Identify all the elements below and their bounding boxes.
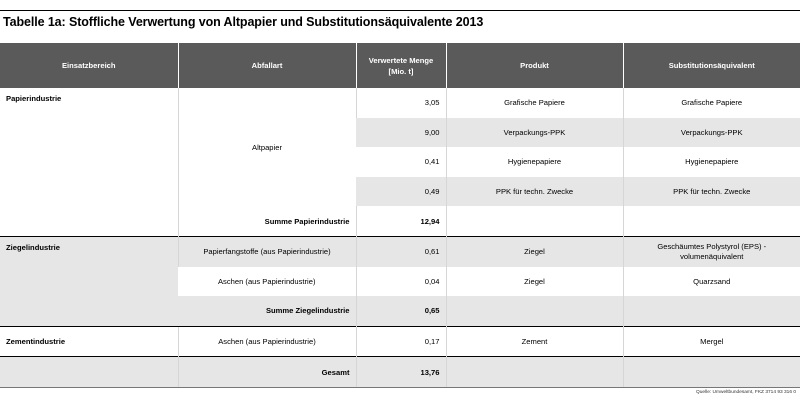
header-menge: Verwertete Menge [Mio. t] [355,43,446,88]
subst-cell: Hygienepapiere [622,147,800,177]
abfallart-cell: Aschen (aus Papierindustrie) [217,276,316,286]
empty-cell [622,206,800,237]
table-row: Aschen (aus Papierindustrie) 0,04 Ziegel… [0,266,800,297]
subst-cell: Quarzsand [622,266,800,297]
header-abfallart: Abfallart [177,43,356,88]
abfallart-cell: Aschen (aus Papierindustrie) [177,325,356,357]
header-substitution: Substitutionsäquivalent [622,43,800,88]
table-row: 0,49 PPK für techn. Zwecke PPK für techn… [0,176,800,207]
menge-cell: 0,04 [355,266,446,297]
abfallart-altpapier: Altpapier [177,88,356,207]
header-einsatzbereich: Einsatzbereich [0,43,178,88]
subst-line1: Geschäumtes Polystyrol (EPS) - [657,241,767,251]
abfallart-cell: Papierfangstoffe (aus Papierindustrie) [177,235,356,267]
menge-cell: 3,05 [355,88,446,118]
table-row: Zementindustrie Aschen (aus Papierindust… [0,325,800,357]
subst-cell: Grafische Papiere [622,88,800,118]
produkt-cell: Ziegel [445,266,623,297]
produkt-cell: Ziegel [445,235,623,267]
bereich-papierindustrie: Papierindustrie [6,94,62,103]
table-row: 9,00 Verpackungs-PPK Verpackungs-PPK [0,117,800,148]
menge-cell: 0,41 [424,157,440,167]
menge-cell: 0,49 [356,176,446,207]
header-produkt: Produkt [445,43,623,88]
summe-papier-wert: 12,94 [355,206,446,237]
menge-cell: 0,61 [355,235,446,267]
summary-row: Summe Papierindustrie 12,94 [0,206,800,237]
source-note: Quelle: Umweltbundesamt, FKZ 3714 93 316… [696,390,796,395]
table-title: Tabelle 1a: Stoffliche Verwertung von Al… [3,15,484,29]
subst-cell: Verpackungs-PPK [622,117,800,148]
subst-cell: Geschäumtes Polystyrol (EPS) - volumenäqu… [622,235,800,267]
subst-cell: Mergel [622,325,800,357]
data-table: Einsatzbereich Abfallart Verwertete Meng… [0,43,800,388]
produkt-cell: Grafische Papiere [445,88,623,118]
produkt-cell: Verpackungs-PPK [445,117,623,148]
subst-line2: volumenäquivalent [680,251,744,261]
empty-cell [0,206,178,236]
menge-cell: 0,17 [355,325,446,357]
table-row: Ziegelindustrie Papierfangstoffe (aus Pa… [0,235,800,327]
produkt-cell: Zement [445,325,623,357]
bereich-ziegelindustrie: Ziegelindustrie [0,235,178,327]
subst-cell: PPK für techn. Zwecke [622,176,800,207]
header-row: Einsatzbereich Abfallart Verwertete Meng… [0,43,800,88]
summe-papier-label: Summe Papierindustrie [177,206,356,237]
total-row: Gesamt 13,76 [0,356,800,388]
summe-ziegel-label: Summe Ziegelindustrie [178,296,356,327]
header-menge-line1: Verwertete Menge [368,55,434,65]
produkt-cell: PPK für techn. Zwecke [445,176,623,207]
summary-row: Summe Ziegelindustrie 0,65 [0,296,800,327]
top-rule [0,10,800,11]
bereich-zementindustrie: Zementindustrie [0,325,178,357]
produkt-cell: Hygienepapiere [445,147,623,177]
empty-cell [445,206,623,237]
summe-ziegel-wert: 0,65 [355,296,446,327]
table-row: 0,41 Hygienepapiere Hygienepapiere [0,147,800,177]
empty-cell [0,356,178,388]
empty-cell [622,296,800,327]
gesamt-label: Gesamt [177,356,356,388]
menge-cell: 9,00 [356,117,446,148]
gesamt-wert: 13,76 [355,356,446,388]
table-row: Papierindustrie Altpapier 3,05 Grafische… [0,88,800,207]
empty-cell [445,356,623,388]
empty-cell [445,296,623,327]
empty-cell [622,356,800,388]
header-menge-line2: [Mio. t] [388,66,414,76]
